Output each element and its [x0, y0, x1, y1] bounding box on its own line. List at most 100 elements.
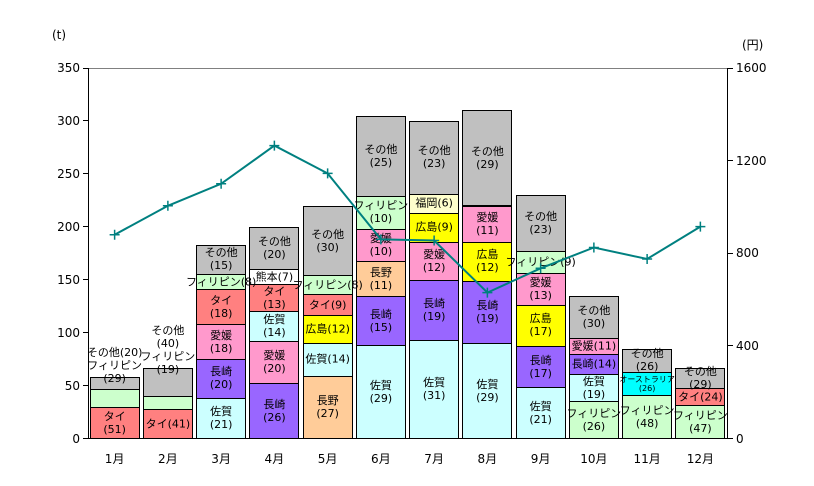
- x-axis-line: [88, 438, 728, 439]
- right-axis-tick-label: 1600: [736, 61, 767, 75]
- right-axis-tick-label: 800: [736, 246, 759, 261]
- plot-top-border: [88, 68, 727, 69]
- bar-segment-フィリピン: [622, 395, 673, 440]
- bar-segment-フィリピン: [89, 389, 140, 409]
- bar-segment-その他: [675, 367, 726, 390]
- bar-segment-その他: [196, 244, 247, 275]
- left-axis-tickmark: [83, 173, 88, 175]
- bar-segment-その他: [142, 367, 193, 397]
- bar-segment-長崎: [568, 354, 619, 376]
- left-axis-tick-label: 100: [57, 325, 80, 340]
- bar-segment-フィリピン: [302, 275, 353, 296]
- x-axis-month-label: 10月: [580, 452, 608, 466]
- bar-segment-タイ: [196, 289, 247, 326]
- left-axis-tick-label: 150: [57, 272, 80, 287]
- right-axis-line: [727, 68, 728, 439]
- bar-segment-長崎: [249, 383, 300, 440]
- x-axis-month-label: 5月: [317, 452, 338, 466]
- bar-segment-その他: [302, 205, 353, 277]
- left-axis-tickmark: [83, 438, 88, 439]
- bar-segment-愛媛: [355, 228, 406, 262]
- bar-segment-長崎: [462, 280, 513, 345]
- x-axis-month-label: 3月: [211, 452, 231, 466]
- bar-segment-佐賀: [462, 343, 513, 440]
- x-axis-month-label: 12月: [686, 452, 715, 466]
- right-axis-tick-label: 400: [736, 338, 759, 353]
- x-axis-month-label: 8月: [477, 452, 498, 466]
- bar-segment-その他: [249, 226, 300, 271]
- bar-segment-その他: [409, 120, 460, 195]
- right-axis-tickmark: [728, 438, 733, 439]
- bar-segment-その他: [515, 195, 566, 252]
- bar-segment-長野: [302, 375, 353, 440]
- bar-segment-その他: [462, 110, 513, 207]
- bar-segment-フィリピン: [355, 196, 406, 230]
- left-axis-tick-label: 300: [57, 113, 80, 128]
- x-axis-month-label: 4月: [264, 452, 285, 466]
- right-axis-tick-label: 1200: [736, 153, 767, 168]
- bar-segment-フィリピン: [515, 251, 566, 274]
- bar-segment-熊本: [249, 269, 300, 285]
- price-marker: [109, 229, 120, 240]
- bar-segment-その他: [568, 295, 619, 340]
- bar-segment-タイ: [249, 283, 300, 313]
- left-axis-tick-label: 50: [64, 378, 80, 393]
- left-axis-tickmark: [83, 332, 88, 334]
- left-axis-line: [88, 68, 89, 439]
- price-marker: [162, 200, 173, 211]
- price-marker: [216, 178, 227, 189]
- bar-segment-愛媛: [568, 338, 619, 356]
- bar-segment-フィリピン: [675, 405, 726, 440]
- bar-segment-タイ: [302, 294, 353, 317]
- price-marker: [269, 140, 280, 151]
- bar-segment-愛媛: [515, 272, 566, 306]
- price-marker: [322, 168, 333, 179]
- bar-segment-佐賀: [568, 374, 619, 403]
- bar-segment-佐賀: [196, 397, 247, 440]
- price-marker: [642, 254, 653, 265]
- bar-segment-佐賀: [249, 311, 300, 343]
- left-axis-tick-label: 250: [57, 166, 80, 181]
- right-axis-unit: (円): [742, 38, 764, 52]
- price-marker: [695, 221, 706, 232]
- bar-segment-その他: [622, 348, 673, 373]
- bar-segment-タイ: [89, 407, 140, 440]
- bar-segment-佐賀: [409, 340, 460, 440]
- bar-segment-愛媛: [409, 241, 460, 281]
- bar-segment-広島: [302, 315, 353, 344]
- bar-segment-その他: [355, 115, 406, 198]
- bar-segment-長崎: [355, 296, 406, 346]
- bar-segment-佐賀: [355, 344, 406, 440]
- x-axis-month-label: 2月: [158, 452, 178, 466]
- x-axis-month-label: 6月: [371, 452, 391, 466]
- bar-segment-フィリピン: [568, 401, 619, 440]
- x-axis-month-label: 7月: [424, 452, 444, 466]
- price-marker: [588, 242, 599, 253]
- bar-segment-その他: [89, 377, 140, 391]
- bar-segment-福岡: [409, 193, 460, 215]
- bar-segment-佐賀: [515, 387, 566, 440]
- right-axis-tick-label: 0: [736, 431, 744, 446]
- right-axis-tickmark: [728, 160, 733, 162]
- bar-segment-愛媛: [462, 205, 513, 243]
- right-axis-tickmark: [728, 67, 733, 69]
- x-axis-month-label: 1月: [104, 452, 125, 466]
- bar-segment-長崎: [196, 359, 247, 399]
- left-axis-tick-label: 350: [57, 61, 80, 75]
- left-axis-tickmark: [83, 67, 88, 69]
- left-axis-unit: (t): [52, 28, 67, 42]
- x-axis-month-label: 11月: [633, 452, 661, 466]
- left-axis-tickmark: [83, 385, 88, 387]
- right-axis-tickmark: [728, 345, 733, 347]
- bar-segment-広島: [409, 213, 460, 243]
- bar-segment-佐賀: [302, 343, 353, 377]
- bar-segment-広島: [462, 241, 513, 282]
- bar-segment-タイ: [675, 388, 726, 407]
- left-axis-tickmark: [83, 226, 88, 228]
- left-axis-tick-label: 0: [72, 431, 80, 446]
- bar-segment-フィリピン: [196, 273, 247, 291]
- left-axis-tickmark: [83, 279, 88, 281]
- bar-segment-長崎: [409, 279, 460, 342]
- left-axis-tick-label: 200: [57, 219, 80, 234]
